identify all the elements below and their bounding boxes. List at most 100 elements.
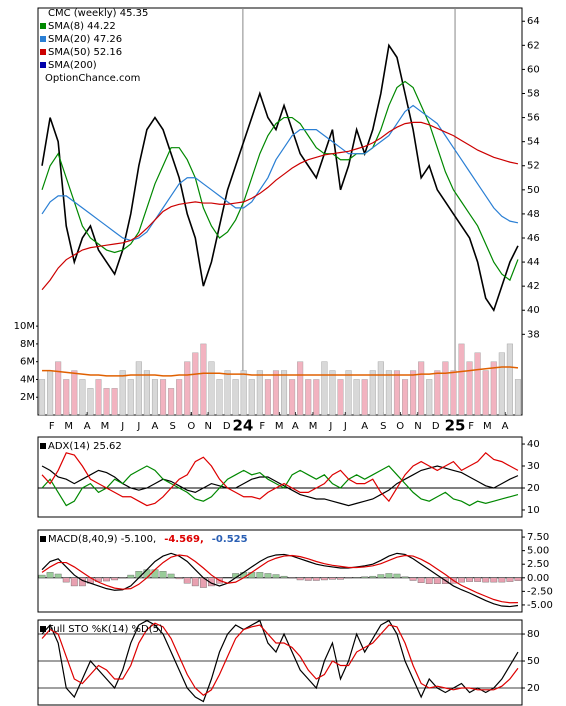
legend-swatch (40, 536, 46, 542)
y-tick-label: 30 (527, 461, 540, 472)
x-tick-label: A (152, 421, 159, 432)
histogram-bar (385, 573, 393, 578)
volume-bar (458, 343, 465, 416)
histogram-bar (417, 577, 425, 583)
y-tick-label: -2.50 (527, 586, 553, 597)
legend-swatch (40, 23, 46, 29)
volume-bar (393, 370, 400, 416)
chart-title: CMC (weekly) 45.35 (48, 8, 148, 19)
y-tick-label: 48 (527, 209, 540, 220)
x-tick-label: D (432, 421, 440, 432)
histogram-bar (264, 573, 272, 578)
volume-bar (63, 379, 70, 416)
histogram-bar (329, 577, 336, 580)
y-tick-label: -5.00 (527, 600, 553, 611)
volume-bar (79, 379, 86, 416)
volume-bar (281, 370, 288, 416)
volume-bar (305, 379, 312, 416)
volume-bar (482, 370, 489, 416)
legend-swatch (40, 62, 46, 68)
volume-bar (224, 370, 231, 416)
histogram-bar (191, 577, 199, 587)
y-tick-label: 42 (527, 281, 540, 292)
source-label: OptionChance.com (45, 73, 140, 84)
histogram-bar (208, 577, 215, 587)
volume-bar (490, 361, 497, 416)
y-tick-label: 4M (20, 374, 35, 385)
x-tick-label: A (361, 421, 368, 432)
x-tick-label: F (49, 421, 55, 432)
y-tick-label: 38 (527, 329, 540, 340)
panel-frame (37, 7, 523, 416)
x-tick-label: O (187, 421, 195, 432)
histogram-bar (409, 577, 417, 581)
x-tick-label: J (120, 421, 124, 432)
legend-label: SMA(20) 47.26 (48, 34, 122, 45)
histogram-bar (280, 575, 288, 578)
volume-bar (345, 370, 352, 416)
volume-bar (272, 370, 279, 416)
volume-bar (168, 388, 175, 416)
volume-bar (111, 388, 118, 416)
y-tick-label: 62 (527, 40, 540, 51)
x-tick-label: 25 (445, 417, 466, 435)
volume-bar (208, 361, 215, 416)
histogram-bar (482, 577, 490, 583)
histogram-bar (466, 577, 473, 582)
x-tick-label: M (101, 421, 110, 432)
volume-bar (329, 370, 336, 416)
histogram-bar (111, 577, 119, 581)
histogram-bar (458, 577, 465, 583)
volume-bar (442, 361, 449, 416)
histogram-bar (425, 577, 433, 584)
x-tick-label: O (396, 421, 404, 432)
y-tick-label: 56 (527, 113, 540, 124)
histogram-bar (377, 574, 385, 578)
histogram-bar (54, 573, 62, 578)
histogram-bar (167, 573, 175, 578)
x-tick-label: A (84, 421, 91, 432)
series-line (41, 104, 519, 242)
volume-bar (337, 379, 344, 416)
histogram-bar (119, 577, 127, 579)
y-tick-label: 64 (527, 16, 540, 27)
volume-bar (192, 352, 199, 416)
histogram-bar (474, 577, 482, 582)
histogram-bar (498, 577, 506, 583)
series-line (41, 552, 519, 608)
series-line (41, 80, 519, 282)
y-tick-label: 40 (527, 439, 540, 450)
histogram-bar (143, 569, 151, 578)
histogram-bar (288, 577, 296, 579)
volume-bar (353, 379, 360, 416)
volume-bar (127, 379, 134, 416)
histogram-bar (135, 571, 143, 578)
x-tick-label: D (223, 421, 231, 432)
volume-bar (410, 370, 417, 416)
histogram-bar (127, 574, 135, 578)
histogram-bar (433, 577, 441, 584)
signal-text: -4.569, (164, 534, 204, 545)
y-tick-label: 8M (20, 339, 35, 350)
volume-bar (289, 379, 296, 416)
volume-bar (450, 370, 457, 416)
volume-bar (361, 379, 368, 416)
volume-bar (248, 379, 255, 416)
legend-label: SMA(200) (48, 60, 97, 71)
histogram-bar (353, 577, 361, 578)
x-tick-label: N (414, 421, 421, 432)
x-tick-label: J (343, 421, 347, 432)
x-tick-label: 24 (232, 417, 253, 435)
panel-title-text: ADX(14) 25.62 (48, 441, 122, 452)
x-tick-label: F (468, 421, 474, 432)
histogram-bar (62, 577, 70, 583)
volume-bar (55, 361, 62, 416)
y-tick-label: 40 (527, 305, 540, 316)
histogram-bar (272, 574, 280, 578)
volume-bar (313, 379, 320, 416)
legend-swatch (40, 443, 46, 449)
y-tick-label: 7.50 (527, 532, 549, 543)
volume-bar (216, 379, 223, 416)
histogram-bar (490, 577, 498, 583)
volume-bar (160, 379, 167, 416)
